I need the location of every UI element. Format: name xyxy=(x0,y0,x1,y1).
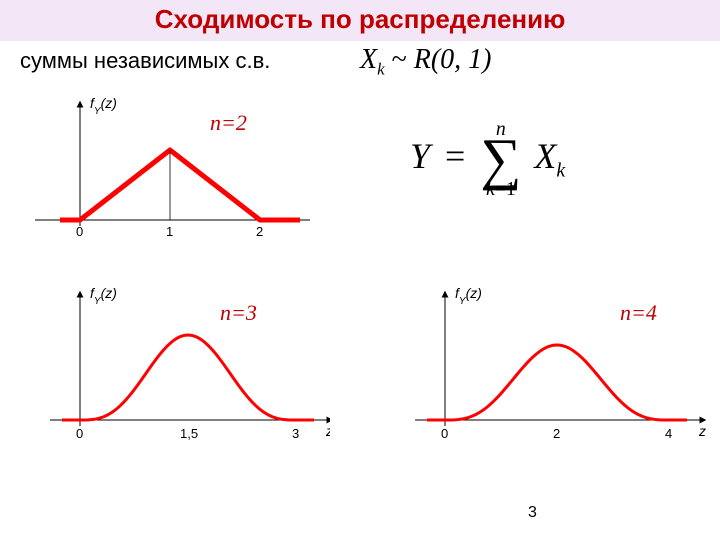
svg-text:0: 0 xyxy=(441,426,448,441)
rv-tilde: ~ xyxy=(385,44,414,75)
svg-text:0: 0 xyxy=(76,224,83,239)
sigma-icon: ∑ xyxy=(480,140,521,180)
formula-rhs-sub: k xyxy=(556,159,565,181)
svg-text:1,5: 1,5 xyxy=(180,426,198,441)
subtitle: суммы независимых с.в. xyxy=(20,48,270,74)
chart-n2: fY(z) z012 xyxy=(30,90,310,250)
sum-formula: Y = n ∑ k=1 Xk xyxy=(410,120,565,200)
page-number-text: 3 xyxy=(528,504,537,521)
svg-text:z: z xyxy=(698,423,706,439)
svg-text:fY(z): fY(z) xyxy=(455,285,482,307)
chart-n4: fY(z) z 0 2 4 xyxy=(400,280,710,460)
slide-title: Сходимость по распределению xyxy=(0,0,720,41)
n3-label: n=3 xyxy=(220,300,257,326)
formula-rhs-var: X xyxy=(530,136,556,176)
rv-sub: k xyxy=(377,60,384,79)
n2-label: n=2 xyxy=(210,110,247,136)
svg-text:1: 1 xyxy=(166,224,173,239)
rv-rhs: R(0, 1) xyxy=(414,44,492,75)
rv-distribution: Xk ~ R(0, 1) xyxy=(360,44,491,80)
svg-text:2: 2 xyxy=(553,426,560,441)
formula-lhs: Y xyxy=(410,136,430,176)
n4-label: n=4 xyxy=(620,300,657,326)
n3-label-text: n=3 xyxy=(220,300,257,325)
sum-bottom-var: k xyxy=(486,178,495,200)
svg-text:3: 3 xyxy=(292,426,299,441)
svg-text:4: 4 xyxy=(665,426,672,441)
svg-text:fY(z): fY(z) xyxy=(90,95,117,117)
formula-eq: = xyxy=(439,136,471,176)
subtitle-text: суммы независимых с.в. xyxy=(20,48,270,73)
n4-label-text: n=4 xyxy=(620,300,657,325)
chart-n3: fY(z) z 0 1,5 3 xyxy=(30,280,330,460)
n2-label-text: n=2 xyxy=(210,110,247,135)
svg-text:0: 0 xyxy=(76,426,83,441)
svg-text:fY(z): fY(z) xyxy=(90,285,117,307)
slide-title-text: Сходимость по распределению xyxy=(155,4,566,34)
svg-text:z: z xyxy=(325,423,330,439)
svg-text:2: 2 xyxy=(256,224,263,239)
rv-var: X xyxy=(360,44,377,75)
page-number: 3 xyxy=(528,504,537,522)
sum-bottom-eq: =1 xyxy=(495,178,516,200)
